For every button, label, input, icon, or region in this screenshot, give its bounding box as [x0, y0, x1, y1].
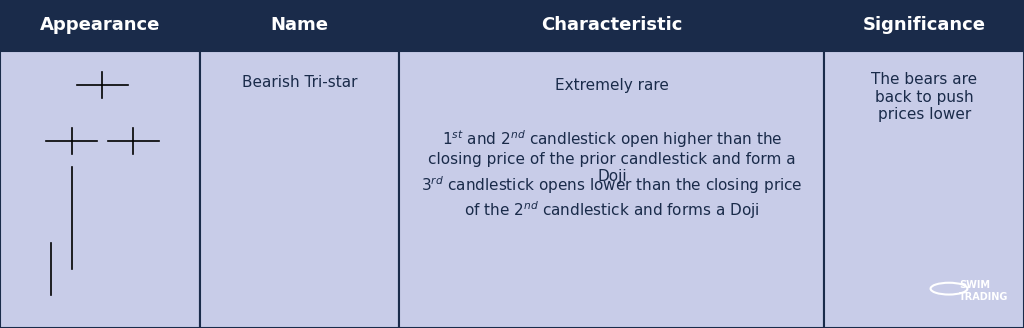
Text: $1^{st}$ and $2^{nd}$ candlestick open higher than the
closing price of the prio: $1^{st}$ and $2^{nd}$ candlestick open h… — [428, 128, 796, 184]
Text: Appearance: Appearance — [40, 16, 160, 34]
Bar — [0, 51, 200, 328]
Text: SWIM
TRADING: SWIM TRADING — [959, 280, 1009, 302]
Bar — [824, 0, 1024, 51]
Text: Bearish Tri-star: Bearish Tri-star — [242, 75, 357, 91]
Text: Significance: Significance — [862, 16, 986, 34]
Text: The bears are
back to push
prices lower: The bears are back to push prices lower — [871, 72, 977, 122]
Text: Characteristic: Characteristic — [541, 16, 683, 34]
Bar — [399, 51, 824, 328]
Bar — [824, 51, 1024, 328]
Text: Name: Name — [270, 16, 329, 34]
Text: Extremely rare: Extremely rare — [555, 78, 669, 93]
Bar — [200, 51, 399, 328]
Bar — [0, 0, 200, 51]
Bar — [399, 0, 824, 51]
Bar — [200, 0, 399, 51]
Text: Made up of 3 candlesticks: Made up of 3 candlesticks — [512, 35, 712, 50]
Text: $3^{rd}$ candlestick opens lower than the closing price
of the $2^{nd}$ candlest: $3^{rd}$ candlestick opens lower than th… — [421, 174, 803, 220]
FancyBboxPatch shape — [5, 7, 1019, 321]
